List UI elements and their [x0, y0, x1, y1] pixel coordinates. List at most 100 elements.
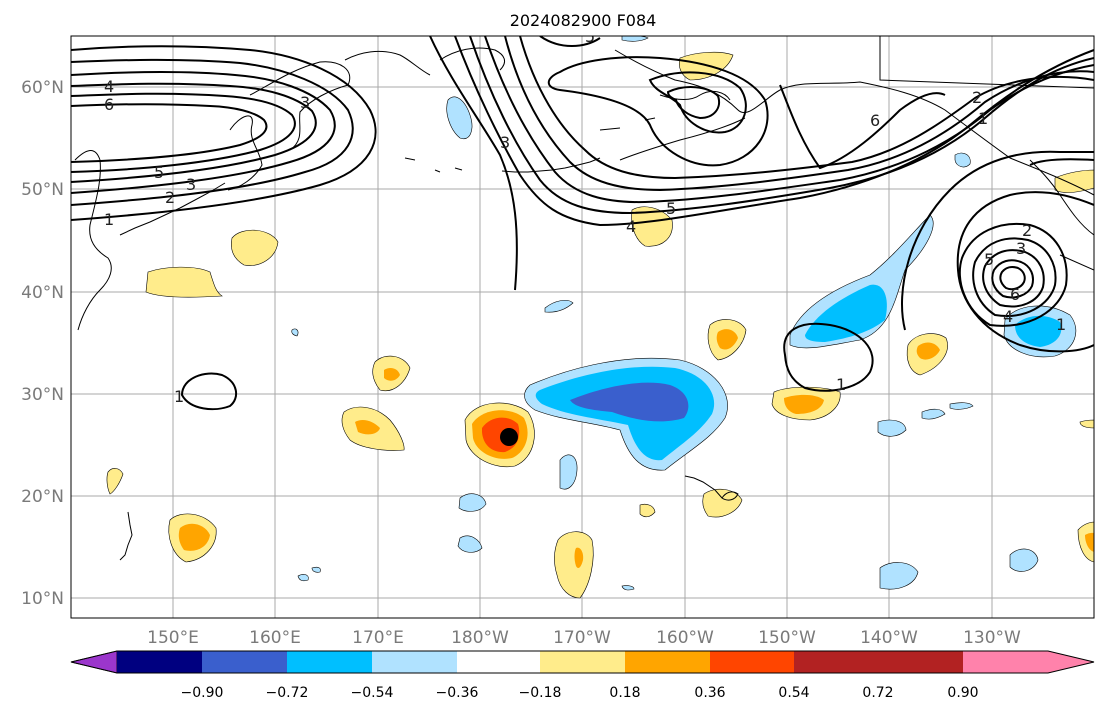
contour-label-1-west: 1 [104, 210, 114, 229]
lat-tick-50: 50°N [21, 180, 64, 200]
colorbar-bin-8 [710, 651, 794, 673]
colorbar-extend-high [963, 651, 1094, 673]
pos-blob-12 [631, 206, 673, 247]
neg-anomaly-low-core [1015, 315, 1062, 347]
lon-tick-170w: 170°W [553, 628, 611, 648]
colorbar-extend-low [70, 650, 118, 674]
contour-label-3-al: 3 [500, 133, 510, 152]
map-panel: 4 6 5 2 3 1 3 4 5 6 2 1 2 3 5 6 4 1 1 1 … [71, 27, 1094, 618]
pos-blob-14 [1054, 169, 1094, 193]
lat-tick-40: 40°N [21, 283, 64, 303]
lon-tick-160e: 160°E [249, 628, 301, 648]
colorbar-tick-9: 0.72 [862, 685, 893, 701]
map-frame [70, 35, 1095, 619]
contour-al-1 [429, 36, 518, 291]
colorbar-bin-10 [878, 651, 963, 673]
contour-west-4 [71, 82, 317, 183]
pos-blob-8-core [784, 394, 824, 414]
pos-blob-10-core [574, 547, 584, 568]
colorbar-tick-8: 0.54 [778, 685, 809, 701]
contour-labels: 4 6 5 2 3 1 3 4 5 6 2 1 2 3 5 6 4 1 1 1 … [104, 27, 1066, 406]
contour-label-1-ne: 1 [1056, 315, 1066, 334]
contour-lines [71, 36, 1094, 411]
contour-al-6 [519, 36, 1094, 180]
contour-label-6-west: 6 [104, 95, 114, 114]
contour-al-inner-2 [648, 71, 747, 134]
coast-us-west [1059, 254, 1094, 271]
pos-blob-9-core [916, 342, 940, 360]
coast-bering [439, 47, 506, 71]
contour-label-1-ne-top: 1 [978, 109, 988, 128]
contour-label-6-ne: 6 [1010, 285, 1020, 304]
contour-label-3-top: 3 [300, 93, 310, 112]
lon-tick-140w: 140°W [860, 628, 918, 648]
neg-anomaly-ne-core [805, 284, 887, 342]
neg-blob-5 [457, 535, 483, 553]
coast-small-islands-1 [404, 157, 463, 173]
colorbar-tick-6: 0.18 [609, 685, 640, 701]
contour-west-1 [71, 45, 377, 221]
contour-al-4 [484, 36, 1094, 204]
lon-tick-160w: 160°W [656, 628, 714, 648]
graticule [71, 36, 1094, 618]
colorbar-bin-7 [625, 651, 710, 673]
longitude-axis: 150°E 160°E 170°E 180°W 170°W 160°W 150°… [147, 628, 1021, 648]
contour-ne-1 [901, 150, 1094, 331]
contour-west-6 [71, 103, 268, 163]
neg-blob-12 [297, 574, 309, 582]
colorbar-tick-1: −0.90 [181, 685, 224, 701]
colorbar-bin-9 [794, 651, 878, 673]
contour-label-5-top: 5 [585, 27, 595, 46]
lon-tick-150e: 150°E [147, 628, 199, 648]
pos-blob-5-core [178, 523, 210, 551]
neg-blob-2 [544, 299, 574, 313]
lon-tick-180w: 180°W [451, 628, 509, 648]
pos-blob-17 [1079, 419, 1094, 429]
neg-blob-4 [458, 493, 487, 512]
contour-label-4-west: 4 [104, 77, 114, 96]
contour-label-6-gulf: 6 [870, 111, 880, 130]
contour-al-2 [454, 36, 1094, 227]
lon-tick-150w: 150°W [758, 628, 816, 648]
contour-label-4-al: 4 [626, 217, 636, 236]
pos-blob-7-core [716, 329, 738, 350]
pos-blob-6 [106, 468, 124, 495]
contour-circle-central [783, 322, 874, 392]
pos-blob-15-core [1085, 532, 1094, 552]
lon-tick-170e: 170°E [352, 628, 404, 648]
anomaly-shading [106, 36, 1094, 599]
contour-ne-4 [972, 237, 1057, 317]
colorbar-bin-6 [540, 651, 625, 673]
colorbar-bin-5 [457, 651, 540, 673]
contour-al-inner-3 [666, 86, 720, 120]
neg-blob-13 [311, 566, 321, 573]
contour-label-4-ne: 4 [1003, 307, 1013, 326]
colorbar-outline [70, 650, 1095, 674]
neg-blob-3 [559, 454, 578, 490]
lat-tick-30: 30°N [21, 385, 64, 405]
contour-west-3 [71, 70, 336, 194]
pos-blob-11 [702, 488, 743, 518]
neg-blob-15 [291, 328, 299, 337]
neg-blob-9 [921, 408, 946, 420]
storm-center-marker [500, 428, 518, 446]
neg-blob-1 [446, 96, 473, 140]
contour-ne-6 [991, 259, 1034, 299]
contour-ne-3 [958, 223, 1068, 327]
pos-blob-2 [145, 266, 223, 298]
contour-ne-7 [999, 266, 1026, 291]
lon-tick-130w: 130°W [963, 628, 1021, 648]
colorbar-tick-7: 0.36 [694, 685, 725, 701]
contour-label-3-west: 3 [186, 175, 196, 194]
pos-blob-4-core [355, 420, 380, 435]
neg-blob-6 [879, 562, 919, 590]
neg-blob-11 [954, 152, 971, 168]
colorbar-bin-1 [117, 651, 202, 673]
contour-west-5 [71, 92, 296, 173]
neg-blob-16 [621, 36, 649, 42]
pos-blob-1 [231, 229, 279, 266]
contour-circle-west [180, 372, 238, 411]
contour-ne-2 [956, 191, 1094, 353]
contour-label-3-ne: 3 [1016, 239, 1026, 258]
contour-al-5 [504, 36, 1094, 192]
